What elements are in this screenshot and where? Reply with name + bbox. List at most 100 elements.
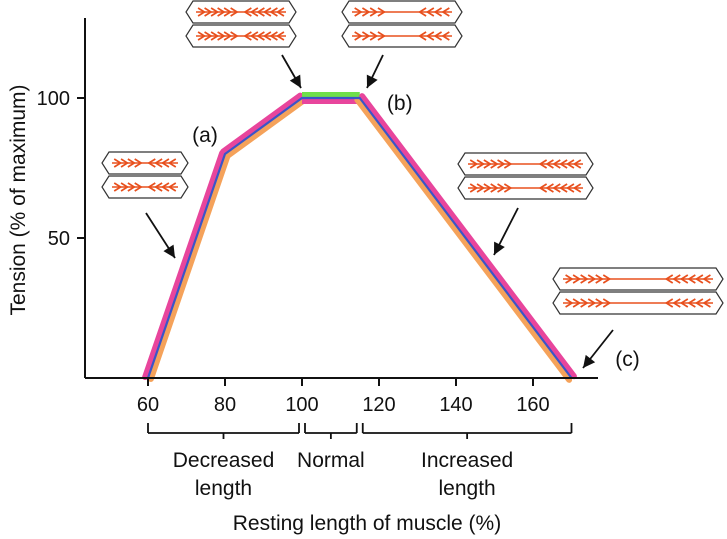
myosin-head [545, 183, 554, 193]
myosin-head [587, 298, 597, 308]
myosin-head [565, 159, 575, 169]
myosin-head [204, 31, 213, 41]
myosin-head [702, 298, 711, 308]
myosin-head [361, 31, 371, 41]
myosin-head [538, 183, 548, 193]
myosin-head [595, 298, 604, 308]
y-tick-label: 50 [48, 228, 70, 250]
myosin-head [572, 159, 582, 169]
myosin-head [256, 31, 265, 41]
myosin-head [587, 274, 597, 284]
myosin-head [664, 274, 674, 284]
pointer-arrow [366, 54, 384, 89]
range-bracket: Normal [297, 423, 365, 472]
x-tick-label: 80 [214, 394, 236, 416]
myosin-head [223, 7, 233, 17]
myosin-head [134, 182, 143, 192]
arrow-head [583, 354, 596, 368]
x-tick-label: 100 [285, 394, 318, 416]
myosin-head [490, 183, 499, 193]
range-label: length [439, 477, 496, 500]
range-label: Normal [297, 449, 365, 472]
myosin-head [580, 274, 589, 284]
myosin-head [418, 7, 427, 17]
myosin-head [672, 274, 681, 284]
myosin-head [687, 274, 696, 284]
myosin-head [262, 7, 272, 17]
myosin-head [565, 274, 574, 284]
myosin-head [127, 182, 136, 192]
x-axis-title: Resting length of muscle (%) [233, 512, 501, 535]
length-range-brackets: Decreased length Normal Increased length [147, 423, 573, 500]
myosin-head [476, 183, 486, 193]
sarcomere-increased [457, 152, 594, 200]
myosin-head [679, 298, 689, 308]
myosin-head [167, 158, 177, 168]
myosin-head [559, 159, 568, 169]
myosin-head [269, 7, 278, 17]
myosin-head [595, 274, 604, 284]
sarcomere-optimal-left [185, 0, 297, 48]
annotation-label: (b) [387, 92, 413, 115]
pointer-arrow [493, 207, 519, 256]
myosin-head [230, 7, 239, 17]
myosin-head [197, 7, 207, 17]
myosin-head [113, 158, 123, 168]
range-bracket: Increased length [361, 423, 573, 500]
x-tick-label: 120 [362, 394, 395, 416]
myosin-head [160, 158, 170, 168]
sarcomere-decreased [101, 151, 189, 199]
myosin-head [120, 158, 130, 168]
myosin-head [217, 31, 226, 41]
myosin-head [425, 31, 435, 41]
range-label: length [195, 477, 252, 500]
myosin-head [210, 7, 220, 17]
myosin-head [127, 158, 136, 168]
curve-highlight-bands [142, 92, 577, 383]
myosin-head [354, 7, 363, 17]
myosin-head [120, 182, 130, 192]
myosin-head [230, 31, 239, 41]
myosin-head [497, 183, 506, 193]
range-label: Increased [421, 449, 513, 472]
tick-marks: 60 80 100 120 140 160 50 100 [37, 88, 550, 416]
myosin-head [377, 31, 386, 41]
y-axis-title: Tension (% of maximum) [7, 84, 30, 315]
arrow-head [289, 74, 301, 88]
myosin-head [672, 298, 681, 308]
pointer-arrow [582, 329, 614, 369]
myosin-head [687, 298, 696, 308]
myosin-head [469, 183, 479, 193]
x-tick-label: 160 [516, 394, 549, 416]
myosin-head [602, 274, 612, 284]
myosin-head [483, 183, 492, 193]
myosin-head [565, 183, 575, 193]
myosin-head [361, 7, 371, 17]
myosin-head [249, 31, 259, 41]
myosin-head [552, 183, 561, 193]
myosin-head [249, 7, 259, 17]
myosin-head [354, 31, 363, 41]
arrow-head [163, 244, 175, 258]
myosin-head [377, 7, 386, 17]
sarcomere-optimal-right [341, 0, 463, 48]
axes [84, 18, 598, 379]
myosin-head [476, 159, 486, 169]
arrow-head [494, 241, 505, 255]
pointer-arrow [145, 212, 176, 259]
myosin-head [256, 7, 265, 17]
myosin-head [147, 158, 156, 168]
myosin-head [154, 182, 163, 192]
myosin-head [243, 31, 252, 41]
myosin-head [369, 7, 379, 17]
myosin-head [572, 183, 582, 193]
band-segment [142, 150, 226, 381]
myosin-head [197, 31, 207, 41]
band-segment [223, 97, 307, 160]
myosin-head [483, 159, 492, 169]
myosin-head [503, 183, 513, 193]
myosin-head [702, 274, 711, 284]
myosin-head [545, 159, 554, 169]
pointer-arrow [281, 54, 302, 89]
annotation-label: (c) [615, 348, 640, 371]
